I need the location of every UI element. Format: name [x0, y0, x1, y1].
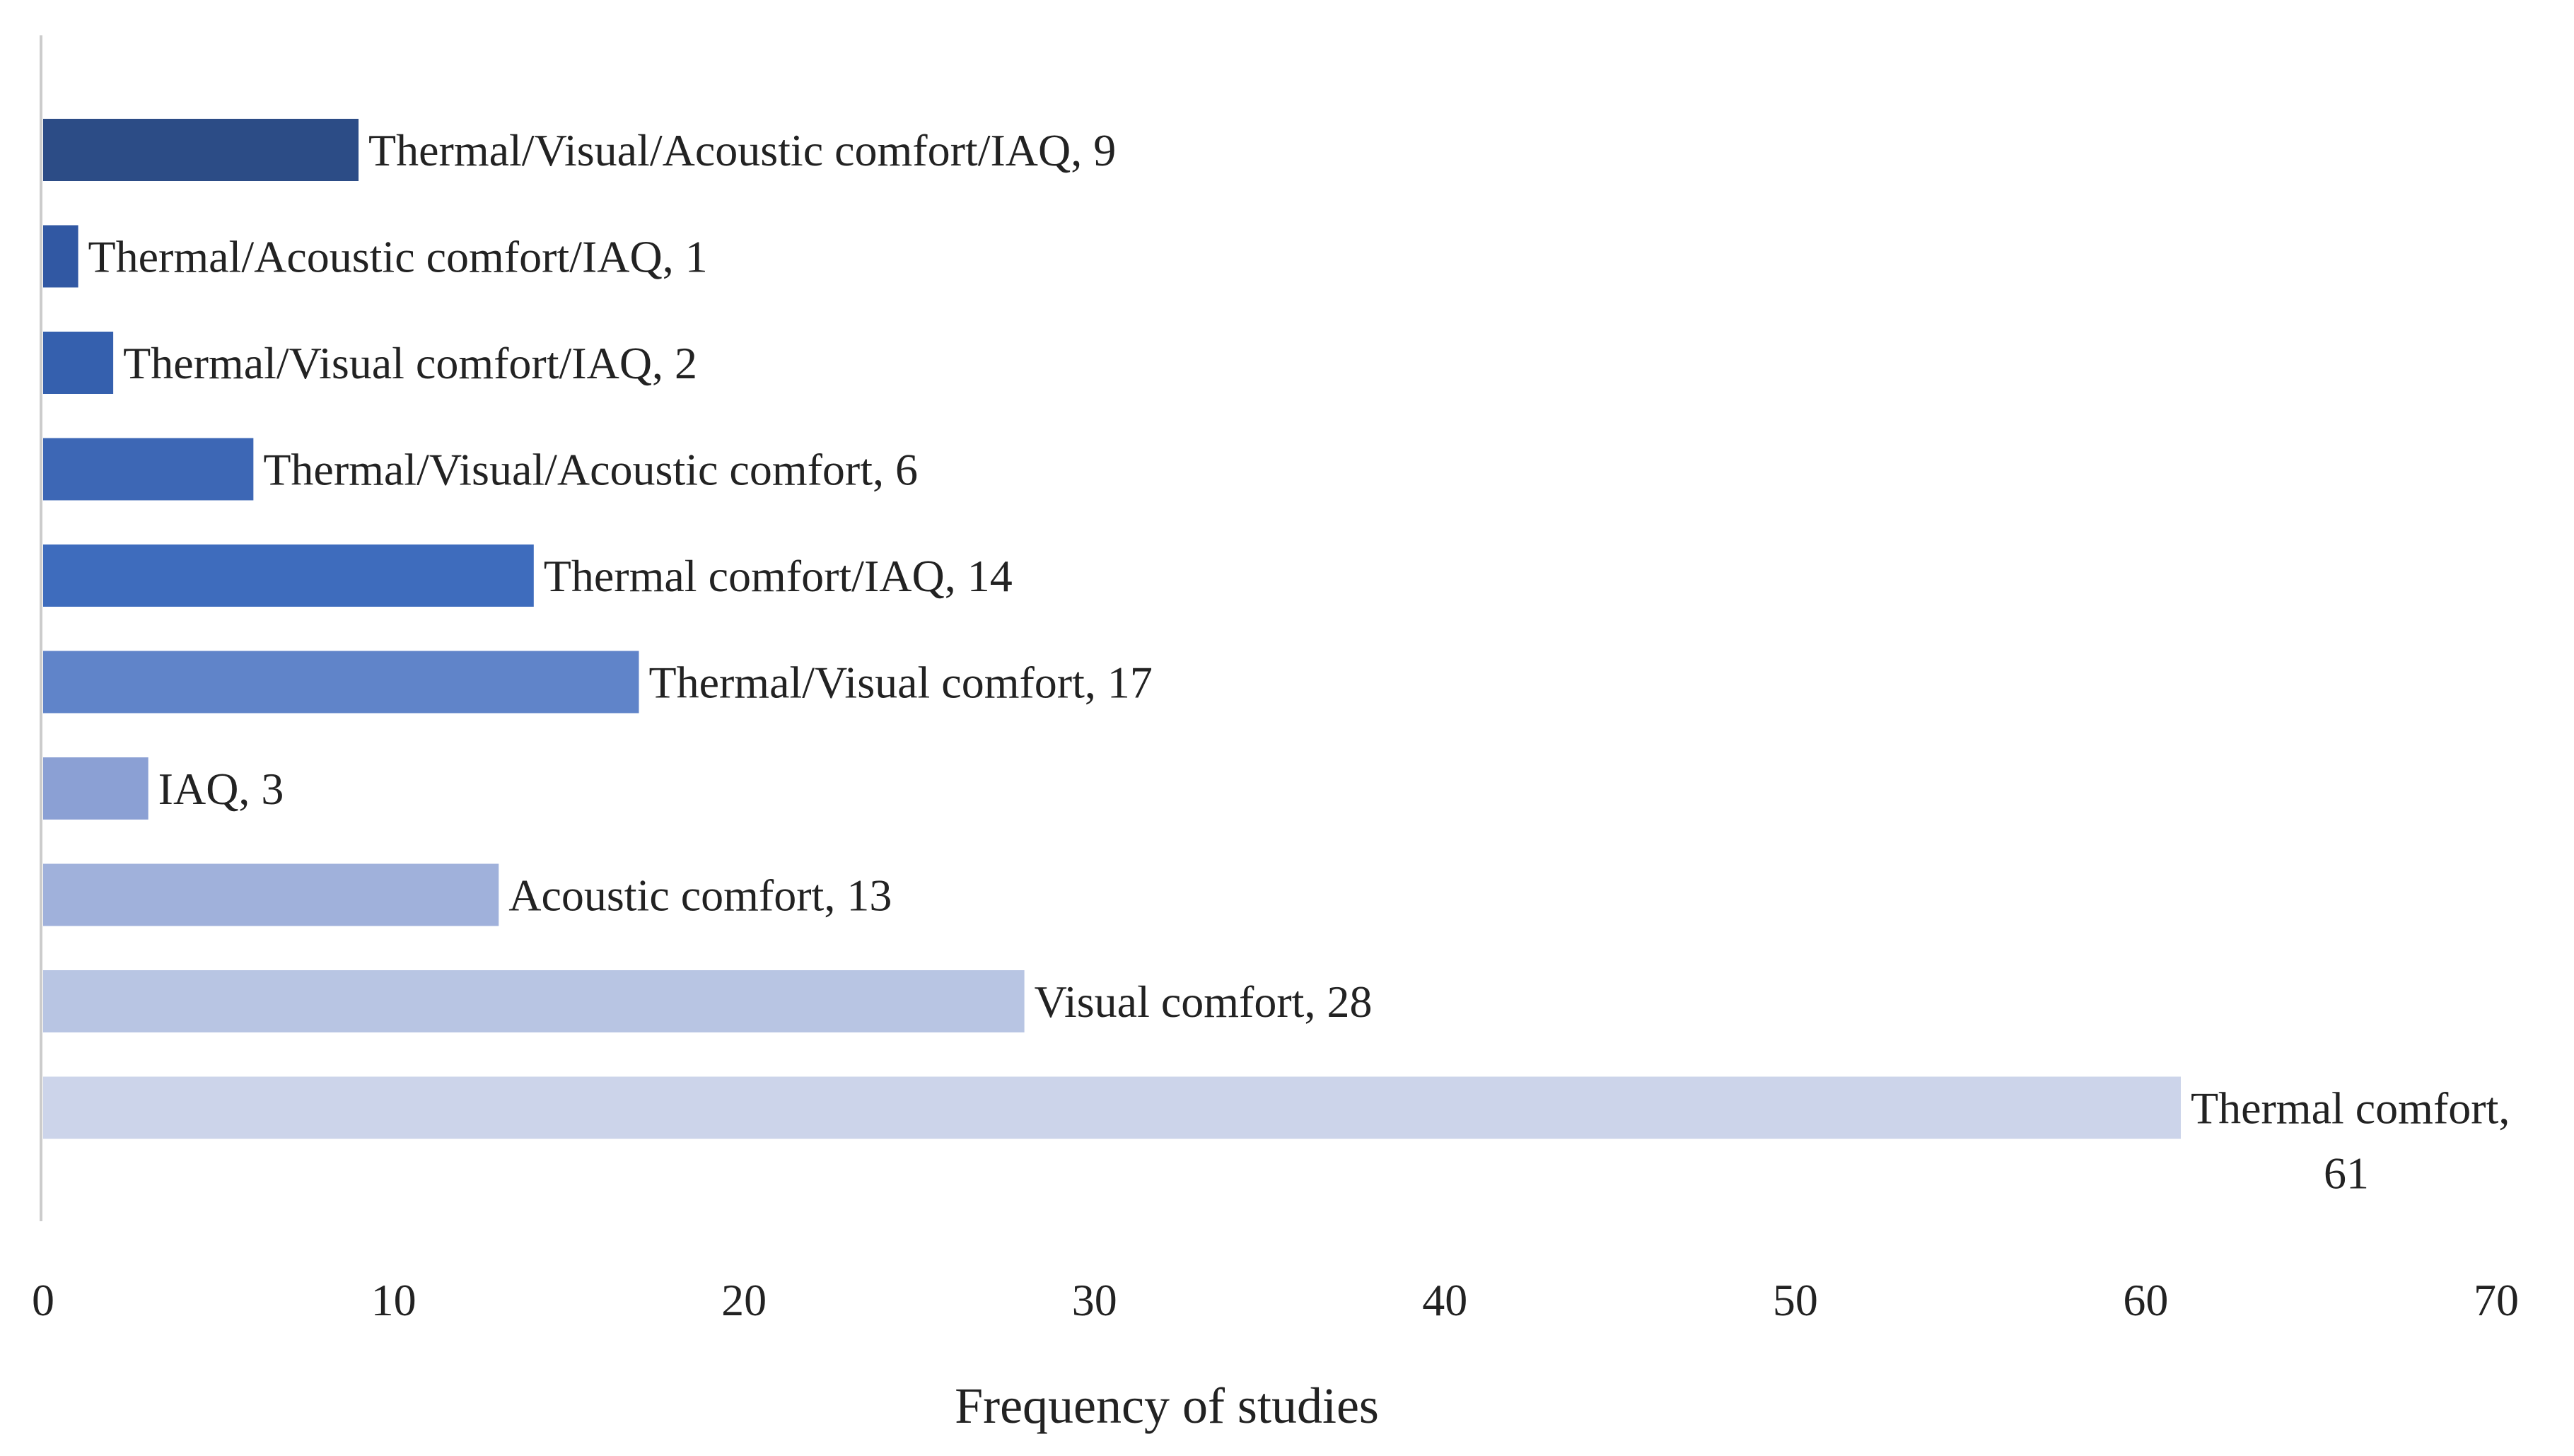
data-labels-layer: Thermal/Visual/Acoustic comfort/IAQ, 9 Th… [88, 125, 2510, 1199]
bar-data-label: Thermal comfort/IAQ, 14 [544, 551, 1013, 601]
x-tick-labels-layer: 0 10 20 30 40 50 60 70 [32, 1275, 2519, 1325]
bar [43, 863, 499, 926]
x-tick-label: 20 [721, 1275, 767, 1325]
x-tick-label: 40 [1422, 1275, 1467, 1325]
x-tick-label: 30 [1072, 1275, 1117, 1325]
bar-data-label: Thermal/Acoustic comfort/IAQ, 1 [88, 232, 708, 282]
bar-data-label: Thermal comfort, 61 [2191, 1083, 2510, 1199]
bar [43, 119, 359, 181]
bar-data-label: Acoustic comfort, 13 [508, 870, 892, 921]
x-tick-label: 50 [1773, 1275, 1818, 1325]
bar-data-label: Thermal/Visual/Acoustic comfort, 6 [263, 445, 918, 495]
x-tick-label: 70 [2474, 1275, 2519, 1325]
bar [43, 332, 114, 394]
bar [43, 651, 639, 714]
bar [43, 225, 78, 288]
bars-layer [43, 119, 2181, 1139]
bar [43, 438, 254, 501]
bar [43, 757, 148, 820]
bar-data-label: Visual comfort, 28 [1035, 977, 1373, 1027]
bar-data-label: Thermal/Visual comfort/IAQ, 2 [123, 338, 697, 388]
bar-data-label: Thermal/Visual comfort, 17 [648, 658, 1152, 708]
x-axis-title: Frequency of studies [955, 1378, 1379, 1434]
x-tick-label: 0 [32, 1275, 54, 1325]
bar [43, 1076, 2181, 1139]
bar [43, 544, 534, 607]
x-tick-label: 60 [2123, 1275, 2168, 1325]
x-tick-label: 10 [371, 1275, 417, 1325]
bar [43, 970, 1025, 1032]
bar-data-label: Thermal/Visual/Acoustic comfort/IAQ, 9 [368, 125, 1116, 175]
bar-data-label: IAQ, 3 [158, 764, 284, 814]
